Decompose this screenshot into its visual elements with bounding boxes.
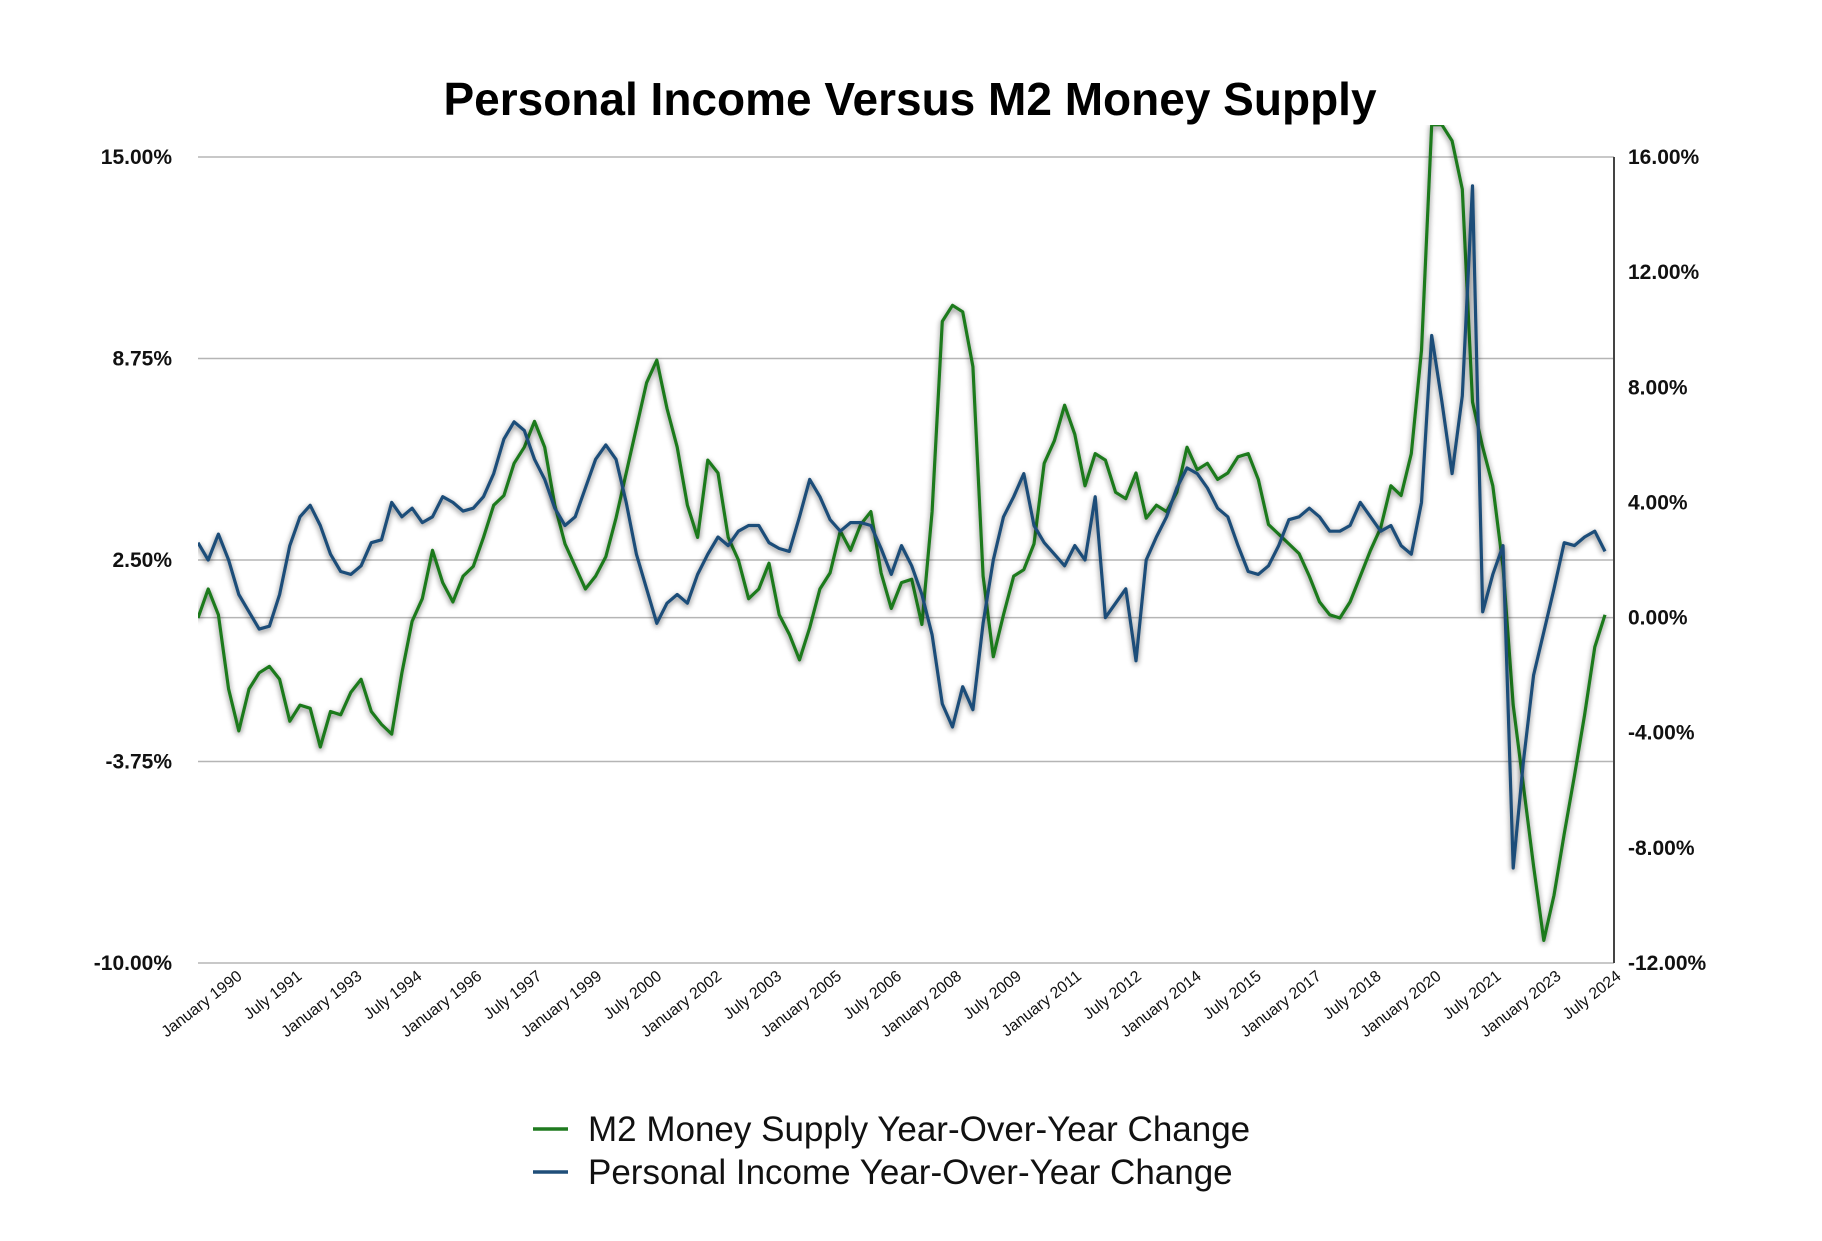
legend-item-personal-income: Personal Income Year-Over-Year Change bbox=[533, 1153, 1233, 1192]
right-tick-label: -8.00% bbox=[1628, 837, 1695, 860]
series-line-personal-income bbox=[198, 184, 1607, 870]
right-tick-label: 12.00% bbox=[1628, 261, 1700, 284]
left-tick-label: 15.00% bbox=[101, 146, 173, 169]
left-tick-label: 8.75% bbox=[112, 348, 172, 371]
legend-label-m2: M2 Money Supply Year-Over-Year Change bbox=[588, 1110, 1250, 1149]
right-tick-label: 4.00% bbox=[1628, 491, 1688, 514]
x-tick-label: July 2024 bbox=[1560, 968, 1625, 1024]
right-tick-label: -4.00% bbox=[1628, 722, 1695, 745]
legend-label-personal-income: Personal Income Year-Over-Year Change bbox=[588, 1153, 1233, 1192]
series-line-m2-money-supply bbox=[198, 125, 1607, 943]
right-tick-label: -12.00% bbox=[1628, 952, 1707, 975]
left-tick-label: -10.00% bbox=[94, 952, 173, 975]
legend: M2 Money Supply Year-Over-Year Change Pe… bbox=[533, 1110, 1250, 1192]
left-axis-tick-labels: 15.00% 8.75% 2.50% -3.75% -10.00% bbox=[94, 146, 173, 975]
x-tick-label: January 1990 bbox=[159, 968, 246, 1041]
gridlines bbox=[198, 156, 1614, 964]
legend-item-m2: M2 Money Supply Year-Over-Year Change bbox=[533, 1110, 1250, 1149]
chart-title: Personal Income Versus M2 Money Supply bbox=[443, 73, 1376, 125]
right-tick-label: 0.00% bbox=[1628, 607, 1688, 630]
right-tick-label: 8.00% bbox=[1628, 376, 1688, 399]
right-tick-label: 16.00% bbox=[1628, 146, 1700, 169]
left-tick-label: 2.50% bbox=[112, 549, 172, 572]
right-axis-tick-labels: 16.00% 12.00% 8.00% 4.00% 0.00% -4.00% -8.00% -… bbox=[1628, 146, 1707, 975]
left-tick-label: -3.75% bbox=[105, 751, 172, 774]
